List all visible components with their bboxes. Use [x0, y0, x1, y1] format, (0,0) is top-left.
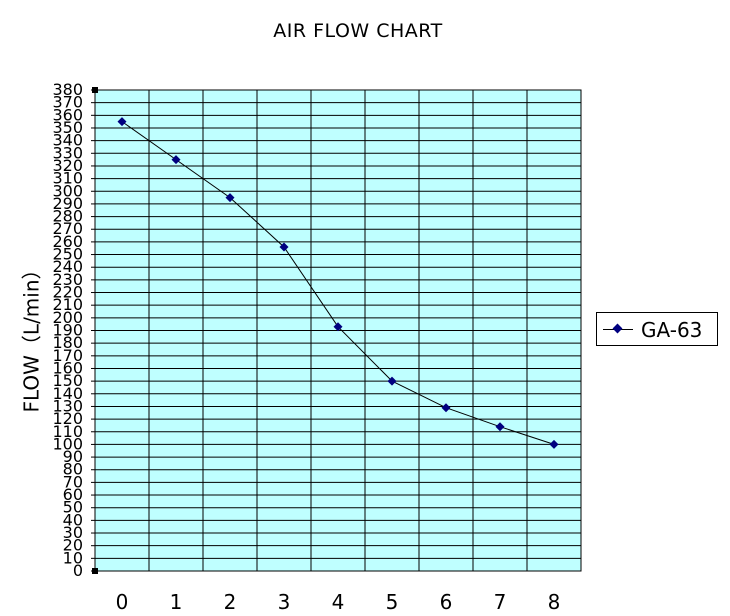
corner-handle	[92, 87, 98, 93]
y-tick-label: 330	[52, 143, 83, 162]
y-tick-label: 350	[52, 118, 83, 137]
y-tick-label: 270	[52, 219, 83, 238]
plot-border	[94, 89, 582, 572]
y-tick-label: 70	[63, 472, 83, 491]
y-tick-label: 90	[63, 447, 83, 466]
y-tick-label: 220	[52, 283, 83, 302]
data-point-marker	[171, 155, 181, 165]
y-tick-label: 380	[52, 80, 83, 99]
y-tick-label: 190	[52, 321, 83, 340]
chart-title: AIR FLOW CHART	[273, 20, 443, 42]
legend: GA-63	[596, 312, 718, 346]
y-tick-label: 170	[52, 346, 83, 365]
y-tick-label: 340	[52, 131, 83, 150]
y-tick-label: 140	[52, 384, 83, 403]
x-tick-label: 4	[332, 590, 345, 614]
y-tick-label: 150	[52, 371, 83, 390]
y-tick-label: 240	[52, 257, 83, 276]
x-tick-label: 0	[116, 590, 129, 614]
y-tick-label: 260	[52, 232, 83, 251]
y-tick-label: 120	[52, 409, 83, 428]
x-tick-label: 6	[440, 590, 453, 614]
y-tick-label: 290	[52, 194, 83, 213]
x-tick-label: 8	[548, 590, 561, 614]
y-tick-label: 50	[63, 498, 83, 517]
y-tick-label: 20	[63, 536, 83, 555]
data-point-marker	[387, 376, 397, 386]
data-point-marker	[279, 242, 289, 252]
x-tick-label: 2	[224, 590, 237, 614]
y-tick-label: 300	[52, 181, 83, 200]
y-tick-label: 200	[52, 308, 83, 327]
y-tick-label: 160	[52, 358, 83, 377]
x-tick-label: 1	[170, 590, 183, 614]
data-point-marker	[225, 193, 235, 203]
x-tick-label: 3	[278, 590, 291, 614]
data-point-marker	[495, 422, 505, 432]
y-tick-label: 370	[52, 93, 83, 112]
y-tick-label: 320	[52, 156, 83, 175]
y-tick-label: 310	[52, 169, 83, 188]
y-tick-label: 110	[52, 422, 83, 441]
y-tick-label: 40	[63, 510, 83, 529]
y-tick-label: 80	[63, 460, 83, 479]
y-tick-label: 130	[52, 396, 83, 415]
y-tick-label: 250	[52, 245, 83, 264]
y-tick-label: 30	[63, 523, 83, 542]
legend-diamond-icon	[612, 323, 623, 334]
y-tick-label: 230	[52, 270, 83, 289]
data-point-marker	[441, 403, 451, 413]
data-point-marker	[117, 117, 127, 127]
y-tick-label: 360	[52, 105, 83, 124]
y-tick-label: 10	[63, 548, 83, 567]
y-tick-label: 280	[52, 207, 83, 226]
y-tick-label: 100	[52, 434, 83, 453]
x-tick-label: 5	[386, 590, 399, 614]
y-tick-label: 210	[52, 295, 83, 314]
y-tick-label: 0	[73, 561, 83, 580]
y-tick-label: 60	[63, 485, 83, 504]
data-point-marker	[549, 439, 559, 449]
corner-handle	[92, 568, 98, 574]
x-tick-label: 7	[494, 590, 507, 614]
legend-label: GA-63	[641, 318, 703, 342]
data-point-marker	[333, 322, 343, 332]
y-tick-label: 180	[52, 333, 83, 352]
